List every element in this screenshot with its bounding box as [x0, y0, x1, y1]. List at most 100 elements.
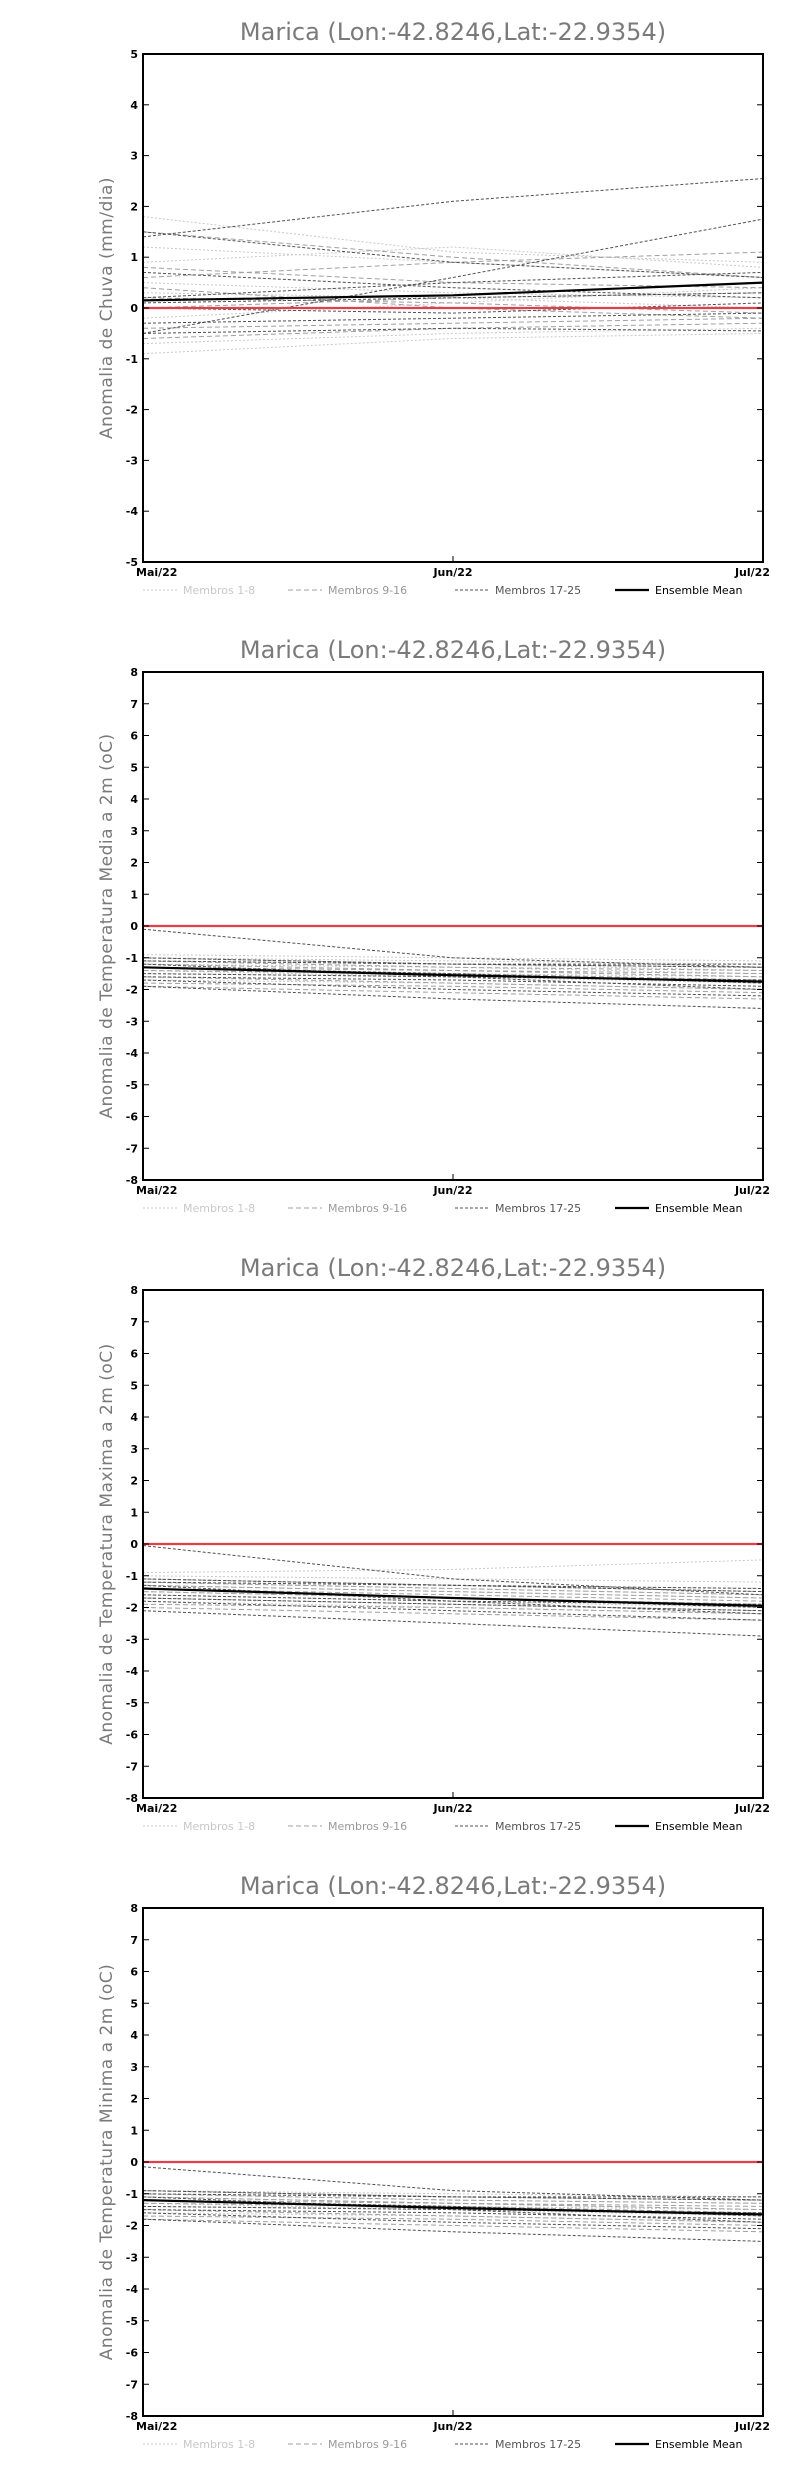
- y-tick-label: 0: [130, 302, 138, 315]
- y-tick-label: -6: [126, 1111, 139, 1124]
- member-line: [142, 1607, 764, 1621]
- y-tick-label: -1: [126, 952, 138, 965]
- x-tick-label: Jul/22: [734, 1184, 770, 1197]
- legend-label: Membros 9-16: [328, 2438, 407, 2451]
- y-tick-label: 8: [130, 1902, 138, 1915]
- member-line: [142, 332, 764, 355]
- chart-title: Marica (Lon:-42.8246,Lat:-22.9354): [240, 18, 666, 46]
- y-tick-label: 4: [130, 2029, 138, 2042]
- chart-title: Marica (Lon:-42.8246,Lat:-22.9354): [240, 1872, 666, 1900]
- ensemble-mean-line: [142, 966, 764, 983]
- member-line: [142, 218, 764, 334]
- y-tick-label: -2: [126, 404, 138, 417]
- member-line: [142, 271, 764, 299]
- member-line: [142, 2218, 764, 2233]
- member-line: [142, 2166, 764, 2201]
- ensemble-mean-line: [142, 1587, 764, 1607]
- y-tick-label: -2: [126, 984, 138, 997]
- member-line: [142, 957, 764, 965]
- y-tick-label: -6: [126, 1729, 139, 1742]
- legend-label: Ensemble Mean: [655, 1202, 742, 1215]
- y-axis-label: Anomalia de Temperatura Minima a 2m (oC): [97, 1964, 117, 2361]
- y-tick-label: -1: [126, 2188, 138, 2201]
- member-line: [142, 178, 764, 238]
- member-line: [142, 960, 764, 971]
- y-tick-label: 0: [130, 2156, 138, 2169]
- member-line: [142, 982, 764, 994]
- member-line: [142, 1603, 764, 1615]
- legend-label: Ensemble Mean: [655, 1820, 742, 1833]
- legend-label: Membros 17-25: [495, 584, 581, 597]
- y-tick-label: -5: [126, 1697, 138, 1710]
- y-tick-label: 4: [130, 99, 138, 112]
- y-tick-label: 2: [130, 200, 138, 213]
- y-tick-label: 7: [130, 698, 138, 711]
- y-axis-label: Anomalia de Temperatura Maxima a 2m (oC): [97, 1343, 117, 1745]
- y-tick-label: -3: [126, 1633, 138, 1646]
- y-tick-label: -3: [126, 454, 138, 467]
- x-tick-label: Jun/22: [432, 1184, 472, 1197]
- y-axis-label: Anomalia de Chuva (mm/dia): [97, 177, 117, 439]
- y-tick-label: 3: [130, 150, 138, 163]
- y-tick-label: -8: [126, 1174, 138, 1187]
- x-tick-label: Jun/22: [432, 2420, 472, 2433]
- y-tick-label: 4: [130, 1411, 138, 1424]
- y-tick-label: 4: [130, 793, 138, 806]
- y-tick-label: 7: [130, 1934, 138, 1947]
- y-tick-label: -4: [126, 1665, 139, 1678]
- legend-label: Ensemble Mean: [655, 2438, 742, 2451]
- member-line: [142, 231, 764, 278]
- member-line: [142, 1581, 764, 1596]
- legend-label: Membros 1-8: [183, 1202, 255, 1215]
- legend-label: Membros 17-25: [495, 2438, 581, 2451]
- member-line: [142, 976, 764, 987]
- y-tick-label: 2: [130, 2093, 138, 2106]
- member-line: [142, 246, 764, 268]
- member-line: [142, 976, 764, 990]
- member-line: [142, 970, 764, 981]
- member-line: [142, 966, 764, 978]
- chart-title: Marica (Lon:-42.8246,Lat:-22.9354): [240, 1254, 666, 1282]
- ensemble-mean-line: [142, 281, 764, 302]
- y-tick-label: -4: [126, 2283, 139, 2296]
- member-line: [142, 2193, 764, 2204]
- legend-label: Ensemble Mean: [655, 584, 742, 597]
- y-tick-label: 5: [130, 48, 138, 61]
- x-tick-label: Jun/22: [432, 1802, 472, 1815]
- legend-label: Membros 9-16: [328, 1202, 407, 1215]
- member-line: [142, 216, 764, 263]
- ensemble-mean-line: [142, 2199, 764, 2216]
- member-line: [142, 963, 764, 975]
- legend-label: Membros 17-25: [495, 1202, 581, 1215]
- y-tick-label: -3: [126, 1015, 138, 1028]
- member-line: [142, 322, 764, 339]
- y-tick-label: -7: [126, 1760, 138, 1773]
- member-line: [142, 973, 764, 984]
- y-tick-label: 0: [130, 920, 138, 933]
- member-line: [142, 1597, 764, 1612]
- y-tick-label: 2: [130, 857, 138, 870]
- member-line: [142, 1581, 764, 1596]
- member-line: [142, 2209, 764, 2223]
- y-tick-label: -5: [126, 556, 138, 569]
- y-tick-label: -5: [126, 2315, 138, 2328]
- member-line: [142, 2205, 764, 2217]
- member-line: [142, 2199, 764, 2211]
- y-tick-label: 5: [130, 761, 138, 774]
- y-tick-label: 8: [130, 1284, 138, 1297]
- x-tick-label: Mai/22: [136, 1184, 177, 1197]
- member-line: [142, 1575, 764, 1583]
- y-tick-label: -4: [126, 1047, 139, 1060]
- member-line: [142, 2218, 764, 2242]
- y-tick-label: 7: [130, 1316, 138, 1329]
- member-line: [142, 2199, 764, 2211]
- x-tick-label: Jul/22: [734, 1802, 770, 1815]
- member-line: [142, 282, 764, 299]
- y-tick-label: 1: [130, 251, 138, 264]
- member-line: [142, 287, 764, 319]
- legend-label: Membros 1-8: [183, 584, 255, 597]
- member-line: [142, 1578, 764, 1589]
- legend-label: Membros 9-16: [328, 584, 407, 597]
- y-tick-label: -8: [126, 2410, 138, 2423]
